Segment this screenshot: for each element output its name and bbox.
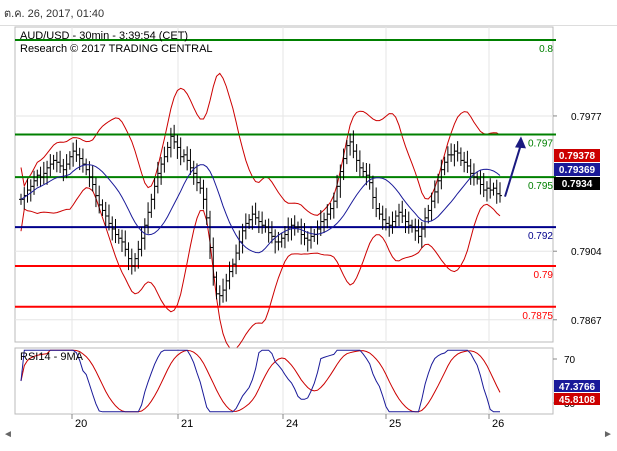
xtick-label-0: 20	[75, 418, 87, 430]
xtick-label-4: 26	[492, 418, 504, 430]
rsi-tag-label-1: 45.8108	[559, 395, 596, 406]
xtick-label-3: 25	[389, 418, 401, 430]
price-tags: 0.79378 0.79369 0.7934	[554, 149, 600, 190]
price-tag-box-1	[554, 163, 600, 176]
bollinger-upper	[20, 72, 501, 216]
level-label-1: 0.797	[528, 138, 553, 149]
chart-title: AUD/USD - 30min - 3:39:54 (CET)	[20, 30, 188, 42]
price-tag-label-1: 0.79369	[559, 165, 596, 176]
price-tag-label-0: 0.79378	[559, 151, 596, 162]
rsi-plot-area	[14, 347, 554, 415]
ma-line	[20, 164, 501, 254]
price-tag-box-0	[554, 149, 600, 162]
rsi-label: RSI14 - 9MA	[20, 351, 84, 363]
xtick-label-1: 21	[181, 418, 193, 430]
main-grid	[15, 27, 553, 342]
arrow-head	[515, 136, 526, 149]
xtick-label-2: 24	[286, 418, 298, 430]
ytick-label-1: 0.7904	[571, 247, 602, 258]
price-tag-box-2	[554, 177, 600, 190]
bollinger-lower	[20, 187, 501, 351]
moving-average	[20, 164, 501, 254]
forecast-arrow	[504, 136, 526, 197]
rsi-tag-box-1	[554, 393, 600, 405]
scroll-left-icon[interactable]: ◄	[3, 429, 13, 440]
arrow-shaft	[504, 144, 522, 197]
rsi-lines	[20, 349, 501, 413]
level-label-5: 0.7875	[522, 311, 553, 322]
rsi-tags: 47.3766 45.8108	[554, 380, 600, 406]
bollinger-bands	[20, 72, 501, 351]
timestamp-text: ต.ค. 26, 2017, 01:40	[4, 8, 104, 20]
rsi-grid	[71, 348, 490, 414]
main-plot-area	[14, 26, 554, 343]
header-divider	[0, 25, 617, 26]
level-label-3: 0.792	[528, 231, 553, 242]
ytick-label-0: 0.7977	[571, 112, 602, 123]
support-resistance-levels: 0.8 0.797 0.795 0.792 0.79 0.7875	[15, 38, 556, 322]
rsi-ma-line	[20, 349, 501, 413]
level-label-2: 0.795	[528, 181, 553, 192]
time-axis: 20 21 24 25 26	[71, 414, 504, 430]
level-label-0: 0.8	[539, 44, 553, 55]
price-axis: 0.7977 0.7904 0.7867	[553, 112, 602, 327]
rsi-tag-box-0	[554, 380, 600, 392]
scroll-right-icon[interactable]: ►	[603, 429, 613, 440]
rsi-tag-label-0: 47.3766	[559, 382, 596, 393]
price-tag-label-2: 0.7934	[562, 179, 593, 190]
ytick-label-2: 0.7867	[571, 316, 602, 327]
level-label-4: 0.79	[534, 270, 554, 281]
price-bars	[19, 124, 502, 306]
rsi-ytick-label-0: 70	[564, 355, 576, 366]
rsi-line	[20, 349, 500, 413]
chart-subtitle: Research © 2017 TRADING CENTRAL	[20, 43, 213, 55]
